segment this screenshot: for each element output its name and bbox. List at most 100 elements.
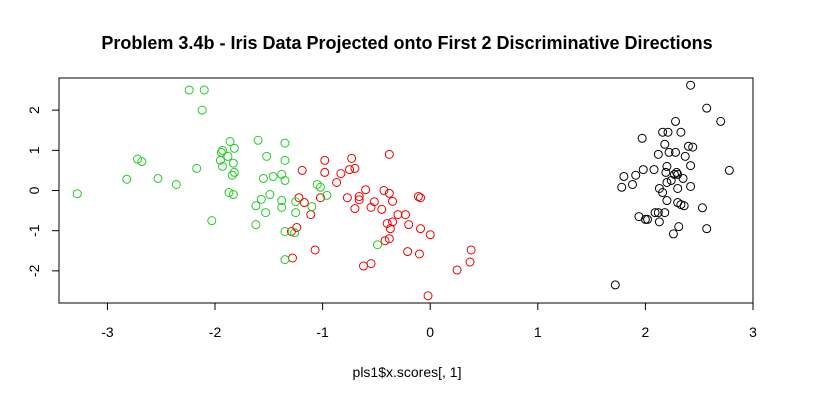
data-point: [660, 208, 670, 218]
data-point: [384, 188, 394, 198]
data-point: [262, 151, 272, 161]
data-point: [384, 234, 394, 244]
data-point: [686, 181, 696, 191]
data-point: [280, 155, 290, 165]
data-point: [312, 179, 322, 189]
data-point: [277, 202, 287, 212]
data-point: [72, 189, 82, 199]
x-tick-label: 3: [749, 324, 757, 340]
data-point: [637, 133, 647, 143]
data-point: [384, 149, 394, 159]
data-point: [342, 193, 352, 203]
data-point: [223, 151, 233, 161]
data-point: [716, 116, 726, 126]
data-point: [425, 230, 435, 240]
data-point: [261, 208, 271, 218]
data-point: [671, 116, 681, 126]
data-point: [137, 157, 147, 167]
data-point: [672, 167, 682, 177]
data-point: [617, 182, 627, 192]
data-point: [291, 208, 301, 218]
data-point: [322, 190, 332, 200]
data-point: [253, 135, 263, 145]
x-axis: -3 -2 -1 0 1 2 3: [101, 302, 757, 340]
x-tick-label: 0: [426, 324, 434, 340]
data-point: [416, 224, 426, 234]
data-point: [366, 202, 376, 212]
data-point: [199, 85, 209, 95]
data-point: [287, 253, 297, 263]
y-axis: -2 -1 0 1 2: [26, 106, 60, 277]
data-point: [380, 236, 390, 246]
data-point: [413, 192, 423, 202]
data-point: [291, 197, 301, 207]
data-point: [122, 174, 132, 184]
data-point: [192, 163, 202, 173]
data-point: [280, 138, 290, 148]
data-point: [702, 224, 712, 234]
data-point: [388, 196, 398, 206]
data-point: [423, 291, 433, 301]
data-point: [465, 257, 475, 267]
data-point: [306, 210, 316, 220]
data-point: [388, 217, 398, 227]
data-point: [393, 210, 403, 220]
data-point: [653, 149, 663, 159]
data-point: [663, 127, 673, 137]
data-point: [377, 204, 387, 214]
data-point: [218, 145, 228, 155]
data-point: [290, 228, 300, 238]
data-point: [673, 183, 683, 193]
data-point: [347, 153, 357, 163]
data-point: [361, 185, 371, 195]
data-point: [225, 136, 235, 146]
data-point: [332, 177, 342, 187]
data-point: [277, 169, 287, 179]
data-point: [256, 194, 266, 204]
data-point: [702, 103, 712, 113]
data-point: [251, 201, 261, 211]
data-point: [724, 165, 734, 175]
data-point: [315, 182, 325, 192]
data-point: [277, 196, 287, 206]
x-tick-label: 1: [534, 324, 542, 340]
data-point: [228, 158, 238, 168]
data-point: [336, 169, 346, 179]
data-point: [664, 147, 674, 157]
data-point: [228, 190, 238, 200]
data-point: [215, 155, 225, 165]
data-point: [679, 201, 689, 211]
data-point: [686, 80, 696, 90]
data-point: [661, 167, 671, 177]
data-point: [171, 179, 181, 189]
data-point: [404, 220, 414, 230]
data-point: [643, 214, 653, 224]
data-point: [354, 195, 364, 205]
data-point: [680, 151, 690, 161]
data-point: [676, 127, 686, 137]
data-point: [416, 193, 426, 203]
data-point: [310, 245, 320, 255]
data-point: [674, 222, 684, 232]
data-point: [653, 208, 663, 218]
y-tick-label: 2: [26, 106, 42, 114]
x-tick-label: -3: [101, 324, 114, 340]
data-point: [627, 179, 637, 189]
data-point: [649, 165, 659, 175]
y-tick-label: -2: [26, 264, 42, 277]
data-point: [218, 161, 228, 171]
data-point: [697, 203, 707, 213]
data-points: [72, 80, 734, 301]
data-point: [280, 226, 290, 236]
plot-frame: [58, 77, 754, 304]
data-point: [345, 165, 355, 175]
data-point: [354, 192, 364, 202]
data-point: [619, 171, 629, 181]
data-point: [366, 259, 376, 269]
data-point: [662, 161, 672, 171]
data-point: [280, 255, 290, 265]
data-point: [650, 208, 660, 218]
data-point: [369, 197, 379, 207]
y-tick-label: 1: [26, 146, 42, 154]
